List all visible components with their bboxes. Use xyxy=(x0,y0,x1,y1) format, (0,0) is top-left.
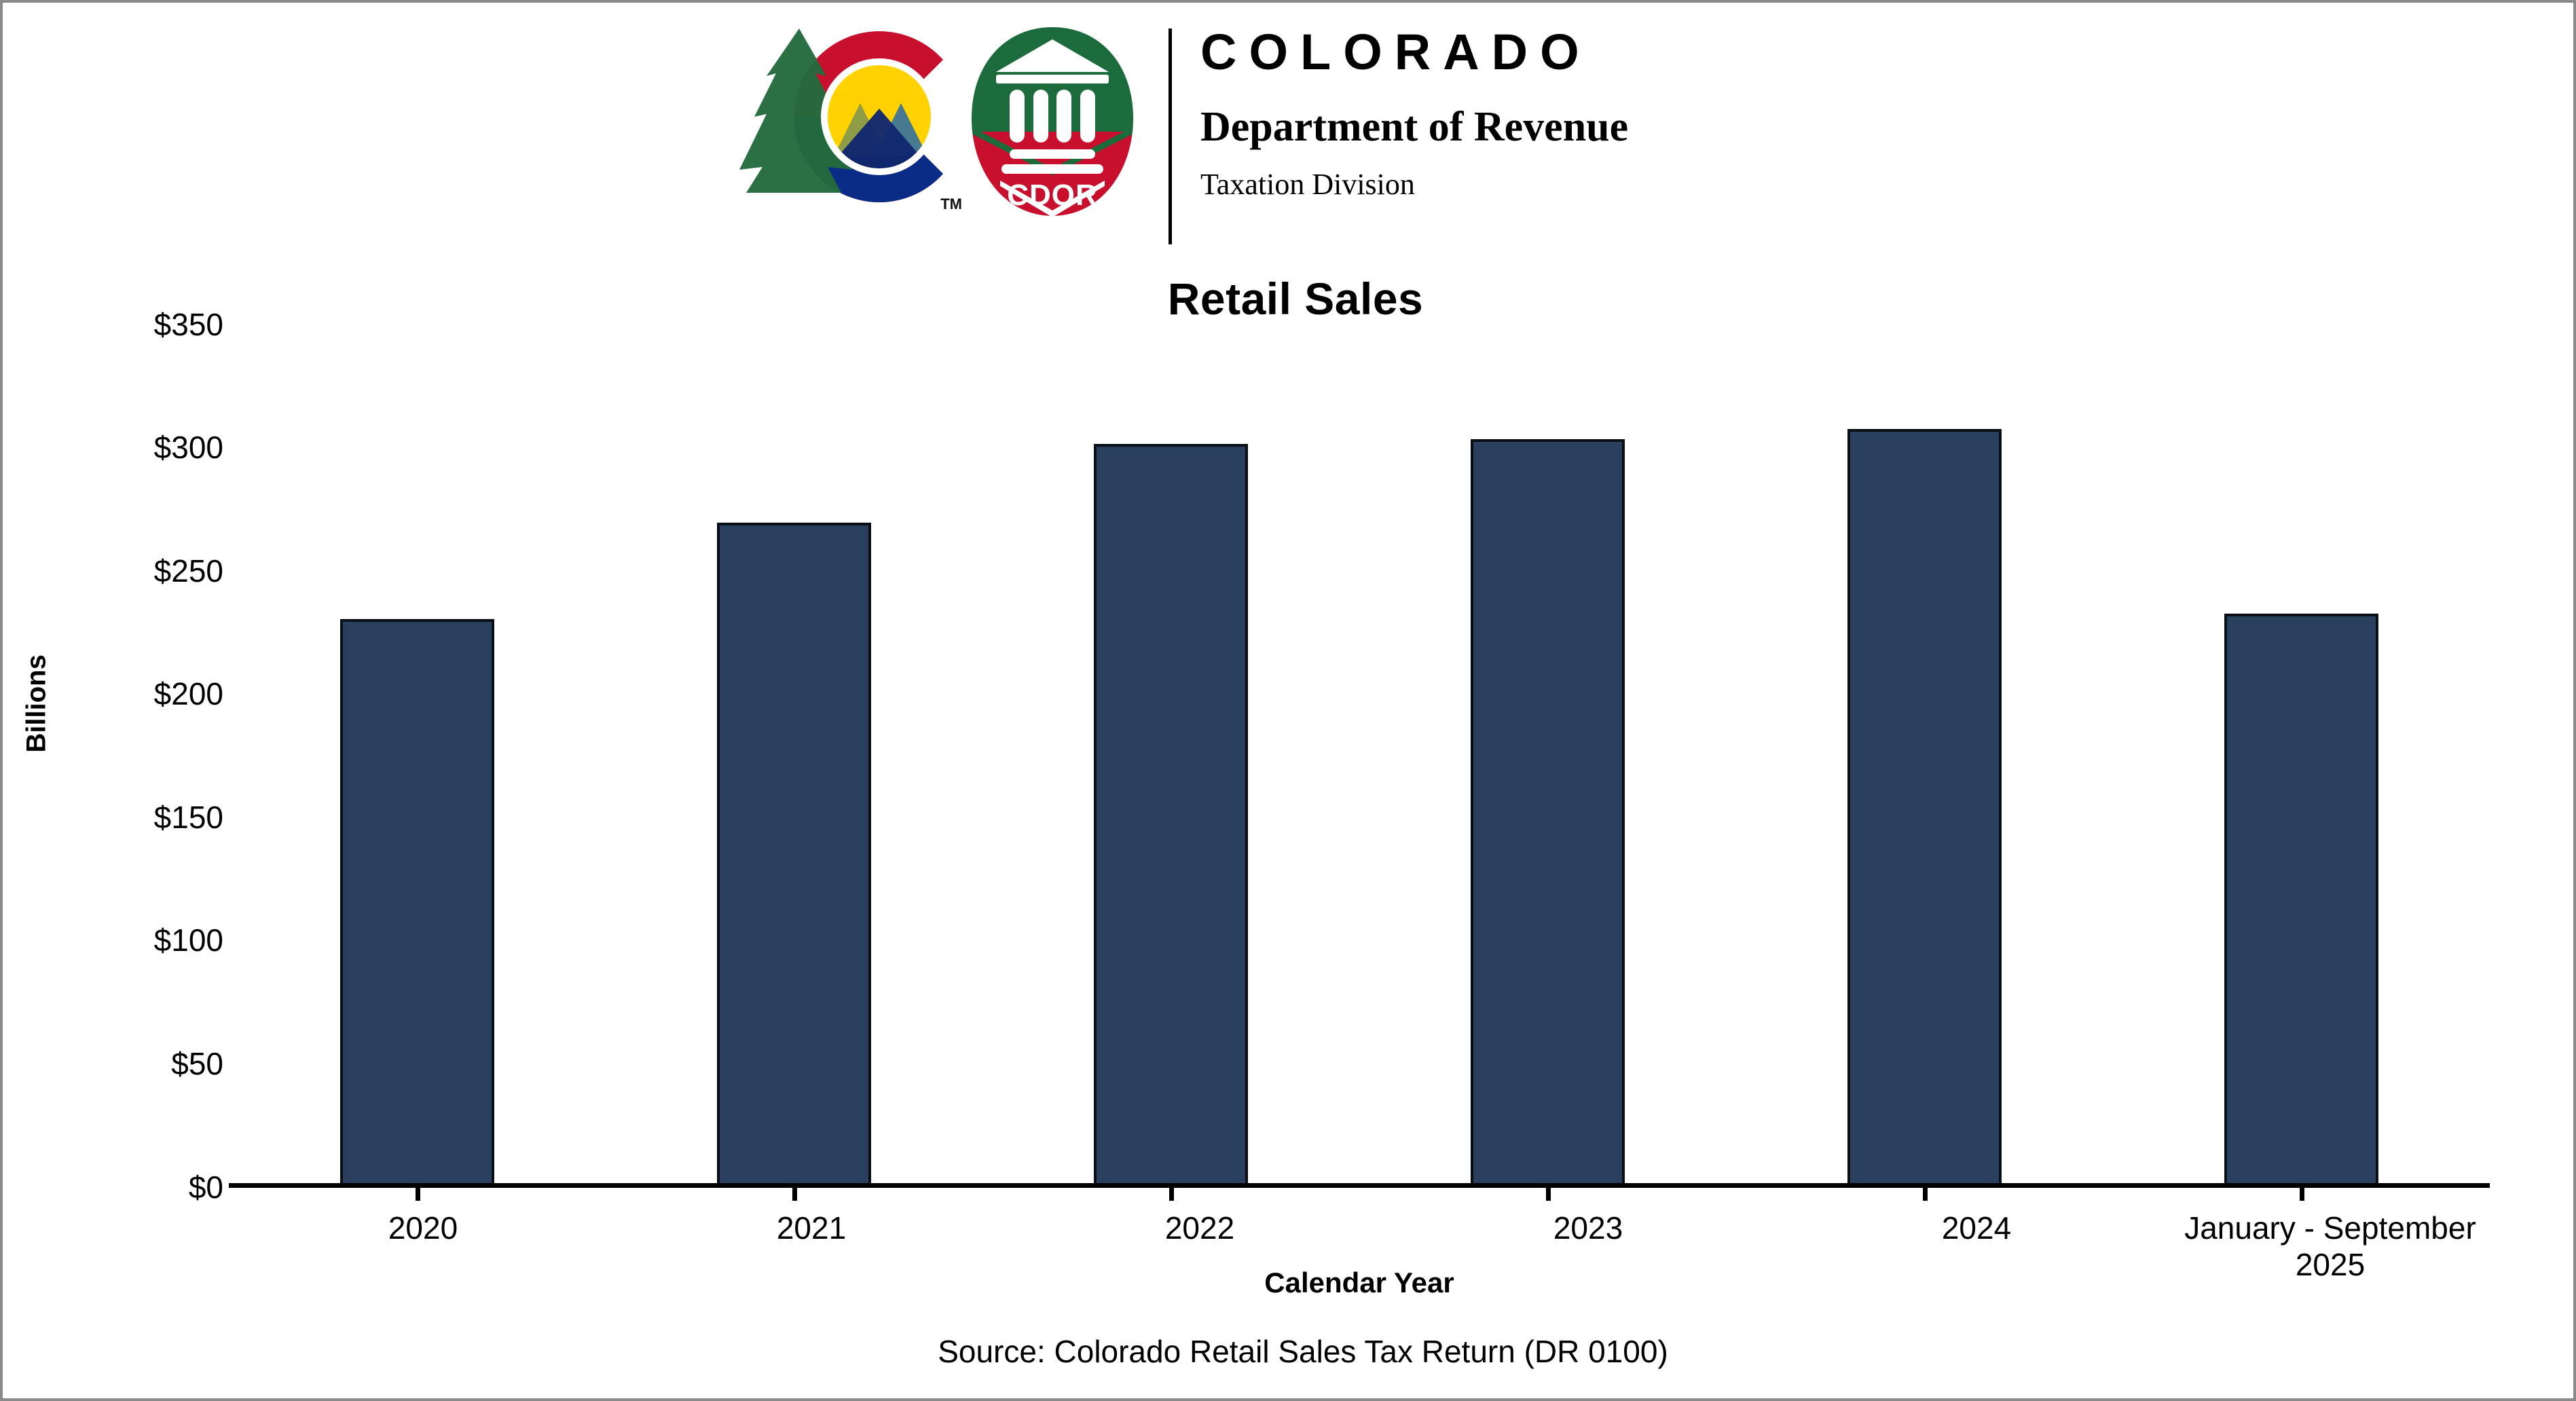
x-tick-label: January - September 2025 xyxy=(2184,1210,2476,1283)
y-axis-title: Billions xyxy=(21,654,52,753)
bar-slot xyxy=(229,312,606,1201)
bar-slot xyxy=(1736,312,2113,1201)
brand-department: Department of Revenue xyxy=(1200,104,1629,150)
brand-colorado: COLORADO xyxy=(1200,24,1591,80)
y-tick-label: $100 xyxy=(153,922,223,958)
trademark-symbol: TM xyxy=(940,195,962,212)
bar-2024[interactable] xyxy=(1847,429,2002,1183)
brand-header: TM xyxy=(739,23,1907,247)
x-axis-tick xyxy=(415,1186,420,1201)
source-note-text: Source: Colorado Retail Sales Tax Return… xyxy=(938,1334,1668,1369)
bar-january-september-2025[interactable] xyxy=(2224,614,2378,1183)
x-axis-tick xyxy=(1922,1186,1928,1201)
x-axis-tick-labels: 2020 2021 2022 2023 2024 January - Septe… xyxy=(229,1210,2490,1284)
colorado-state-logo: TM xyxy=(739,23,963,227)
cdor-badge-logo: CDOR xyxy=(968,23,1137,220)
y-tick-label: $250 xyxy=(153,553,223,589)
bar-slot xyxy=(2113,312,2490,1201)
bar-slot xyxy=(606,312,982,1201)
bar-slot xyxy=(1359,312,1736,1201)
cdor-wordmark: CDOR xyxy=(1007,179,1098,212)
x-tick-label: 2023 xyxy=(1553,1210,1623,1246)
x-tick-label: 2024 xyxy=(1941,1210,2012,1246)
bar-series xyxy=(229,312,2490,1201)
bar-2023[interactable] xyxy=(1471,439,1625,1183)
plot-area xyxy=(229,308,2490,1201)
brand-division: Taxation Division xyxy=(1200,168,1415,201)
x-tick-label: 2020 xyxy=(388,1210,458,1246)
chart-title-text: Retail Sales xyxy=(1167,274,1424,324)
x-tick-label: 2022 xyxy=(1164,1210,1235,1246)
brand-text-block: COLORADO Department of Revenue Taxation … xyxy=(1200,27,1628,200)
bar-slot xyxy=(982,312,1359,1201)
y-tick-label: $300 xyxy=(153,430,223,465)
y-tick-label: $200 xyxy=(153,676,223,711)
y-tick-label: $0 xyxy=(188,1170,223,1205)
bar-2020[interactable] xyxy=(340,619,494,1183)
y-axis-tick-labels: $350 $300 $250 $200 $150 $100 $50 $0 xyxy=(43,307,223,1203)
x-tick-label: 2021 xyxy=(776,1210,847,1246)
source-note: Source: Colorado Retail Sales Tax Return… xyxy=(3,1333,2573,1370)
x-axis-tick xyxy=(792,1186,797,1201)
chart-title: Retail Sales xyxy=(3,273,2573,324)
brand-divider xyxy=(1169,29,1172,244)
x-axis-tick xyxy=(2299,1186,2304,1201)
bar-2021[interactable] xyxy=(717,523,871,1183)
x-axis-line xyxy=(229,1183,2490,1188)
x-axis-title: Calendar Year xyxy=(1264,1267,1454,1299)
bar-2022[interactable] xyxy=(1094,444,1248,1183)
y-tick-label: $150 xyxy=(153,800,223,835)
y-tick-label: $50 xyxy=(171,1046,223,1081)
x-axis-tick xyxy=(1169,1186,1174,1201)
x-axis-tick xyxy=(1545,1186,1551,1201)
y-tick-label: $350 xyxy=(153,307,223,342)
